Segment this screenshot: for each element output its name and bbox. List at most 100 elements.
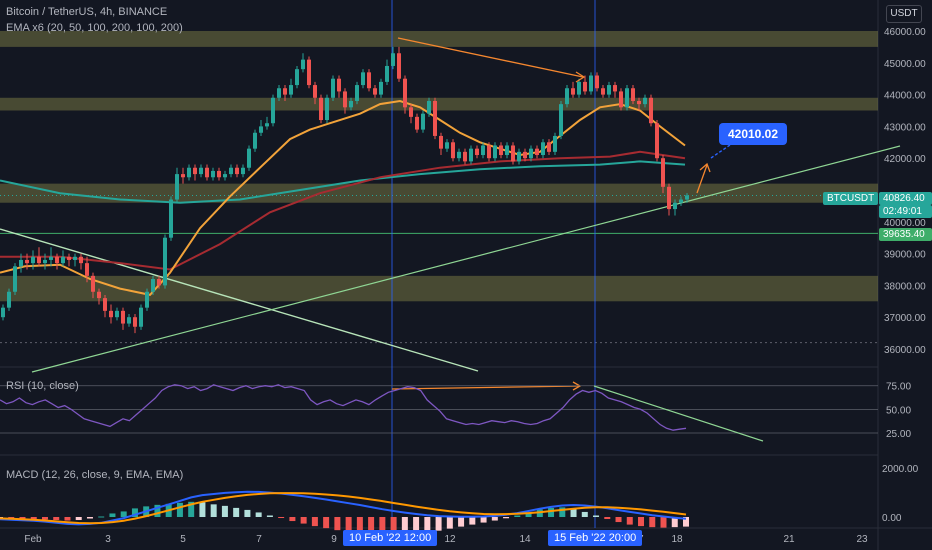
candle xyxy=(181,174,185,178)
macd-tick: 2000.00 xyxy=(882,464,919,475)
macd-histogram-bar xyxy=(604,517,611,520)
time-tick: 7 xyxy=(256,534,262,545)
candle xyxy=(469,148,473,162)
candle xyxy=(325,97,329,121)
candle xyxy=(103,298,107,311)
candle xyxy=(211,170,215,178)
macd-histogram-bar xyxy=(120,511,127,517)
candle xyxy=(403,78,407,108)
macd-histogram-bar xyxy=(176,502,183,517)
price-tick: 38000.00 xyxy=(884,281,926,292)
rsi-trendline xyxy=(593,385,764,442)
macd-histogram-bar xyxy=(356,517,363,533)
candle xyxy=(493,145,497,159)
candle xyxy=(361,72,365,86)
price-tick: 39000.00 xyxy=(884,250,926,261)
candle xyxy=(343,91,347,108)
candle xyxy=(205,167,209,178)
candle xyxy=(61,256,65,264)
candle xyxy=(235,167,239,175)
macd-histogram-bar xyxy=(379,517,386,535)
macd-histogram-bar xyxy=(480,517,487,523)
macd-histogram-bar xyxy=(53,517,60,521)
price-tick: 42000.00 xyxy=(884,154,926,165)
macd-line xyxy=(0,490,687,526)
macd-histogram-bar xyxy=(615,517,622,523)
candle xyxy=(217,170,221,178)
candle xyxy=(319,97,323,121)
macd-histogram-bar xyxy=(323,517,330,529)
rsi-tick: 75.00 xyxy=(886,382,911,393)
candle xyxy=(391,53,395,66)
macd-histogram-bar xyxy=(109,513,116,517)
macd-histogram-bar xyxy=(154,504,161,517)
candle xyxy=(109,310,113,318)
macd-histogram-bar xyxy=(131,508,138,517)
candle xyxy=(631,88,635,101)
macd-histogram-bar xyxy=(559,507,566,517)
price-tick: 46000.00 xyxy=(884,27,926,38)
macd-histogram-bar xyxy=(626,517,633,525)
price-tick: 43000.00 xyxy=(884,122,926,133)
candle xyxy=(415,116,419,130)
candle xyxy=(7,291,11,308)
macd-histogram-bar xyxy=(311,517,318,527)
target-price-callout: 42010.02 xyxy=(719,123,787,145)
macd-histogram-bar xyxy=(593,515,600,517)
candle xyxy=(679,199,683,203)
currency-button[interactable]: USDT xyxy=(886,5,922,23)
macd-histogram-bar xyxy=(649,517,656,528)
macd-histogram-bar xyxy=(266,515,273,517)
candle xyxy=(487,145,491,159)
up-arrow xyxy=(696,164,708,194)
candle xyxy=(79,256,83,264)
candle xyxy=(481,145,485,156)
candle xyxy=(121,310,125,324)
price-zone-0 xyxy=(0,31,878,47)
candle xyxy=(511,145,515,162)
candle xyxy=(265,123,269,127)
macd-histogram-bar xyxy=(683,517,689,527)
candle xyxy=(277,88,281,98)
ema-teal-line xyxy=(0,160,686,204)
candle xyxy=(373,88,377,95)
macd-indicator-label[interactable]: MACD (12, 26, close, 9, EMA, EMA) xyxy=(6,469,184,481)
rsi-indicator-label[interactable]: RSI (10, close) xyxy=(6,380,79,392)
candle xyxy=(499,145,503,156)
candle xyxy=(199,167,203,175)
candle xyxy=(67,256,71,260)
candle xyxy=(613,85,617,92)
macd-histogram-bar xyxy=(233,507,240,517)
macd-histogram-bar xyxy=(75,517,82,521)
callout-pointer xyxy=(710,144,731,159)
candle xyxy=(409,107,413,117)
symbol-price-tag: BTCUSDT xyxy=(823,192,879,205)
macd-histogram-bar xyxy=(413,517,420,534)
candle xyxy=(157,279,161,286)
candle xyxy=(661,158,665,187)
time-tick: 3 xyxy=(105,534,111,545)
signal-line xyxy=(0,492,687,525)
candle xyxy=(187,167,191,178)
candle xyxy=(463,151,467,162)
macd-histogram-bar xyxy=(525,512,532,517)
ema-indicator-label[interactable]: EMA x6 (20, 50, 100, 200, 100, 200) xyxy=(6,22,183,34)
macd-histogram-bar xyxy=(244,509,251,517)
candle xyxy=(19,259,23,267)
candle xyxy=(151,279,155,292)
candle xyxy=(601,88,605,95)
level-price-tag: 39635.40 xyxy=(879,228,932,241)
macd-histogram-bar xyxy=(210,504,217,517)
candle xyxy=(607,85,611,95)
candle xyxy=(271,97,275,124)
price-tick: 44000.00 xyxy=(884,91,926,102)
macd-histogram-bar xyxy=(570,508,577,517)
time-tick: 5 xyxy=(180,534,186,545)
candle xyxy=(25,259,29,264)
time-tick: 21 xyxy=(783,534,795,545)
arrowhead xyxy=(575,71,586,83)
macd-tick: 0.00 xyxy=(882,513,902,524)
macd-histogram-bar xyxy=(435,517,442,531)
candle xyxy=(523,151,527,159)
